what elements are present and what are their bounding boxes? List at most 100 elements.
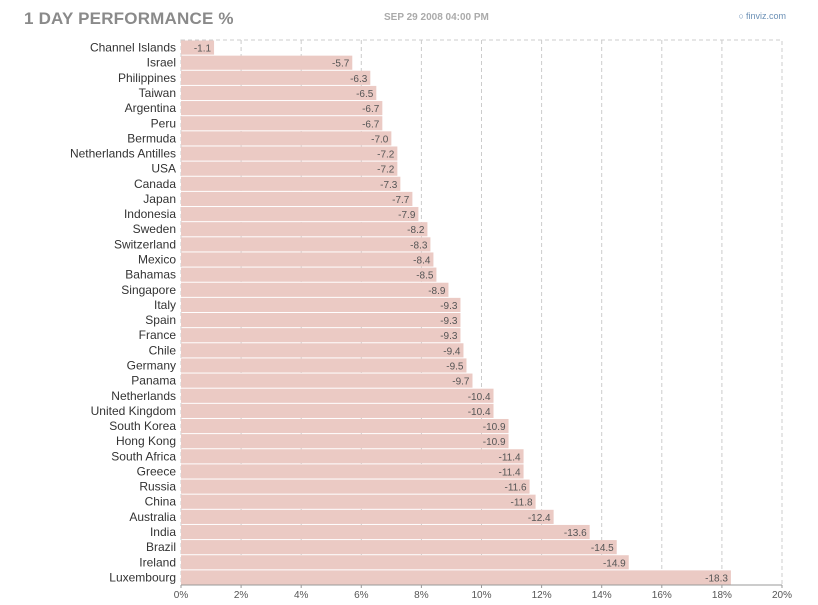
category-label: Australia	[129, 510, 176, 524]
category-label: Channel Islands	[90, 41, 176, 55]
category-label: Peru	[151, 116, 176, 130]
value-label: -7.0	[371, 134, 389, 145]
category-label: Mexico	[138, 253, 176, 267]
value-label: -7.7	[392, 195, 410, 206]
finviz-logo-icon: ○	[738, 11, 744, 21]
x-tick-label: 14%	[592, 590, 612, 601]
value-label: -10.4	[468, 392, 491, 403]
bar	[181, 449, 524, 464]
chart-subtitle: SEP 29 2008 04:00 PM	[384, 12, 489, 23]
value-label: -6.7	[362, 104, 380, 115]
category-label: Taiwan	[139, 86, 176, 100]
x-tick-label: 8%	[414, 590, 429, 601]
category-label: Ireland	[139, 555, 176, 569]
category-label: Chile	[149, 343, 177, 357]
value-label: -11.4	[499, 467, 521, 478]
bar	[181, 479, 530, 494]
value-label: -8.2	[407, 225, 425, 236]
value-label: -6.3	[350, 74, 368, 85]
category-label: Netherlands	[111, 389, 176, 403]
value-label: -14.9	[603, 558, 626, 569]
category-label: Argentina	[125, 101, 177, 115]
value-label: -1.1	[194, 44, 212, 55]
bar	[181, 403, 494, 418]
bar	[181, 328, 461, 343]
brand-link[interactable]: ○ finviz.com	[739, 11, 786, 21]
value-label: -9.5	[446, 361, 464, 372]
bar	[181, 524, 590, 540]
x-tick-label: 18%	[712, 590, 732, 601]
category-label: Panama	[131, 374, 176, 388]
bar	[181, 101, 383, 116]
value-label: -5.7	[332, 59, 350, 70]
value-label: -11.4	[499, 452, 521, 463]
bar	[181, 313, 461, 328]
bar	[181, 434, 509, 449]
x-tick-label: 2%	[234, 590, 249, 601]
bar	[181, 85, 377, 101]
category-label: Greece	[137, 464, 177, 478]
category-label: France	[139, 328, 177, 342]
bar	[181, 282, 449, 297]
category-label: Sweden	[133, 222, 176, 236]
value-label: -10.9	[483, 422, 506, 433]
value-label: -14.5	[591, 543, 614, 554]
category-label: Switzerland	[114, 237, 176, 251]
category-label: Luxembourg	[109, 570, 176, 584]
plot-frame	[180, 39, 783, 586]
bar	[181, 116, 383, 131]
value-label: -6.7	[362, 119, 380, 130]
category-label: Netherlands Antilles	[70, 147, 176, 161]
bar	[181, 70, 371, 85]
x-tick-label: 0%	[174, 590, 189, 601]
bar	[181, 252, 434, 267]
value-label: -7.2	[377, 165, 395, 176]
category-label: USA	[151, 162, 176, 176]
bar	[181, 40, 215, 55]
category-label: India	[150, 525, 176, 539]
value-label: -10.9	[483, 437, 506, 448]
x-tick-label: 16%	[652, 590, 672, 601]
category-label: Japan	[143, 192, 176, 206]
value-label: -11.8	[511, 498, 533, 509]
category-label: Indonesia	[124, 207, 176, 221]
bar	[181, 509, 554, 524]
category-label: South Korea	[109, 419, 176, 433]
category-label: Russia	[139, 480, 176, 494]
bar	[181, 418, 509, 434]
x-tick-label: 20%	[772, 590, 792, 601]
bar	[181, 570, 731, 585]
value-label: -9.3	[440, 331, 458, 342]
value-label: -6.5	[356, 89, 374, 100]
value-label: -7.9	[398, 210, 416, 221]
value-label: -8.9	[428, 286, 446, 297]
x-tick-label: 10%	[471, 590, 491, 601]
value-label: -11.6	[505, 483, 527, 494]
category-label: Canada	[134, 177, 176, 191]
category-label: Germany	[127, 358, 176, 372]
value-label: -12.4	[528, 513, 551, 524]
category-label: Hong Kong	[116, 434, 176, 448]
bar	[181, 222, 428, 237]
bar	[181, 297, 461, 312]
value-label: -8.3	[410, 240, 428, 251]
value-label: -7.3	[380, 180, 398, 191]
category-label: Philippines	[118, 71, 176, 85]
brand-text: finviz.com	[745, 11, 786, 21]
category-label: Bahamas	[125, 268, 176, 282]
x-tick-label: 12%	[532, 590, 552, 601]
bar	[181, 176, 401, 191]
value-label: -8.4	[413, 256, 431, 267]
category-label: China	[145, 495, 177, 509]
bar	[181, 373, 473, 388]
bar	[181, 494, 536, 509]
value-label: -9.3	[440, 316, 458, 327]
bar	[181, 131, 392, 146]
bar	[181, 343, 464, 358]
value-label: -8.5	[416, 271, 434, 282]
bar	[181, 555, 629, 570]
category-label: Israel	[147, 56, 176, 70]
x-tick-label: 6%	[354, 590, 369, 601]
bar	[181, 267, 437, 282]
